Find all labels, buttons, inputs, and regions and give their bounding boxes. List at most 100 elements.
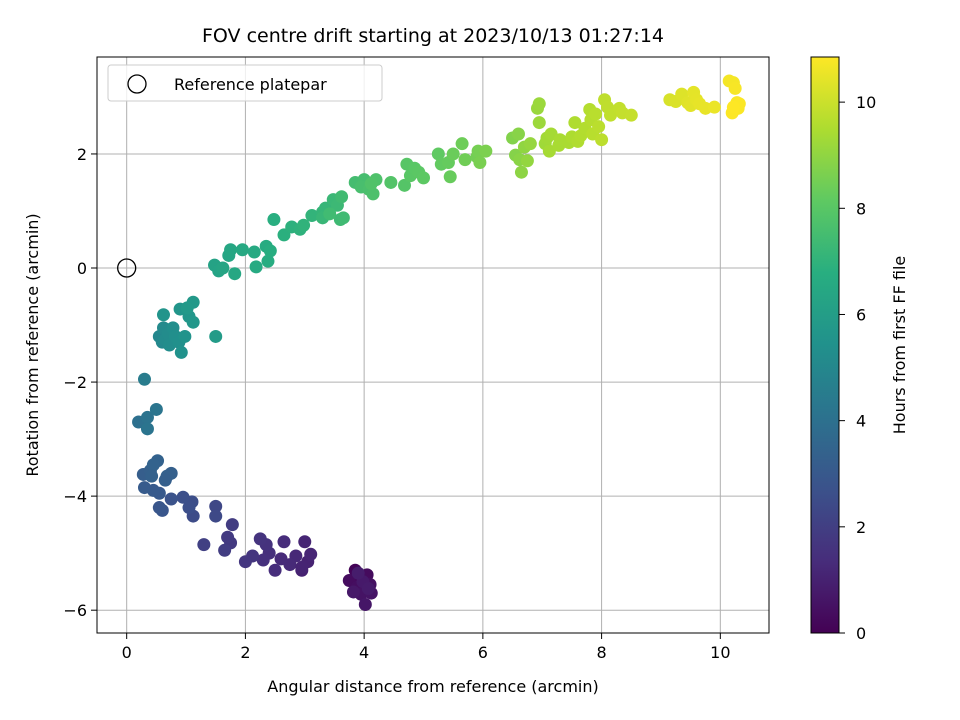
data-point [479,144,493,158]
colorbar: 0 2 4 6 8 10 Hours from first FF file [810,56,909,643]
data-point [304,547,318,561]
data-point [140,422,154,436]
data-point [297,218,311,232]
data-point [335,190,349,204]
data-point [431,147,445,161]
colorbar-tick-label: 2 [856,518,866,537]
data-point [336,211,350,225]
x-tick-label: 2 [240,643,250,662]
colorbar-tick-label: 4 [856,412,866,431]
data-point [346,585,360,599]
data-point [164,492,178,506]
data-point [224,243,238,257]
data-point [253,532,267,546]
y-tick-label: 0 [77,259,87,278]
data-point [218,543,232,557]
data-point [158,473,172,487]
data-point [176,490,190,504]
legend: Reference platepar [107,64,383,102]
data-point [267,213,281,227]
x-tick-label: 0 [122,643,132,662]
data-point [589,107,603,121]
data-point [520,154,534,168]
data-point [361,582,375,596]
data-point [707,100,721,114]
data-point [182,501,196,515]
data-point [209,329,223,343]
plot-frame [96,56,770,634]
y-tick-label: −2 [63,373,87,392]
grid-lines [97,57,769,633]
colorbar-tick-label: 6 [856,305,866,324]
data-point [358,597,372,611]
data-point [274,552,288,566]
data-point [398,178,412,192]
data-point [156,308,170,322]
data-point [145,469,159,483]
data-point [174,345,188,359]
data-point [263,244,277,258]
data-point [209,509,223,523]
data-point [277,535,291,549]
data-point [146,458,160,472]
data-point [542,144,556,158]
data-point [446,147,460,161]
data-point [238,555,252,569]
data-point [728,81,742,95]
y-tick-label: 2 [77,145,87,164]
data-point [624,108,638,122]
data-point [473,156,487,170]
x-axis-label: Angular distance from reference (arcmin) [267,677,598,696]
colorbar-gradient [810,56,840,634]
colorbar-label: Hours from first FF file [890,256,909,435]
data-point [186,315,200,329]
data-point [523,137,537,151]
colorbar-tick-label: 0 [856,624,866,643]
data-point [137,481,151,495]
data-point [568,116,582,130]
data-point [726,100,740,114]
data-point [443,170,457,184]
colorbar-ticks: 0 2 4 6 8 10 [839,93,876,643]
x-tick-label: 10 [710,643,730,662]
y-axis-label: Rotation from reference (arcmin) [23,213,42,476]
data-point [149,402,163,416]
data-point [249,260,263,274]
data-point [298,535,312,549]
x-tick-label: 6 [478,643,488,662]
legend-label: Reference platepar [174,75,327,94]
data-point [221,530,235,544]
data-point [261,254,275,268]
data-point [384,175,398,189]
data-point [458,153,472,167]
data-point [137,372,151,386]
data-point [323,207,337,221]
data-point [180,301,194,315]
data-point [256,553,270,567]
data-point [603,108,617,122]
data-point [592,120,606,134]
legend-marker-icon [127,74,147,94]
colorbar-tick-label: 10 [856,93,876,112]
data-point [228,267,242,281]
data-point [277,228,291,242]
y-axis: −6 −4 −2 0 2 [63,145,97,620]
data-point [364,177,378,191]
data-point [417,171,431,185]
x-tick-label: 4 [359,643,369,662]
x-axis: 0 2 4 6 8 10 [122,633,731,662]
chart-title: FOV centre drift starting at 2023/10/13 … [202,25,664,47]
data-point [295,560,309,574]
data-point [532,97,546,111]
data-point [140,410,154,424]
data-points [117,74,746,611]
data-point [225,518,239,532]
data-point [209,499,223,513]
y-tick-label: −6 [63,601,87,620]
x-tick-label: 8 [596,643,606,662]
data-point [514,165,528,179]
data-point [455,137,469,151]
colorbar-tick-label: 8 [856,199,866,218]
data-point [366,187,380,201]
